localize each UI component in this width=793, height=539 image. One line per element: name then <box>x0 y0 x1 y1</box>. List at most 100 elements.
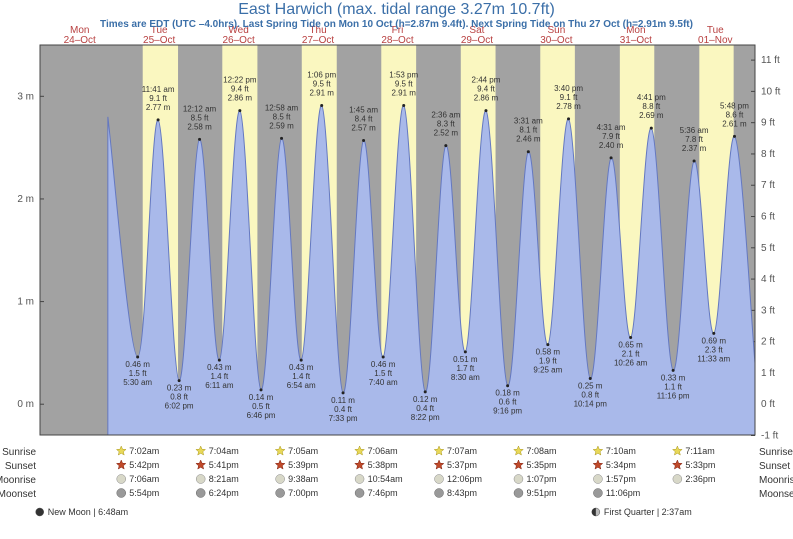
day-header-date: 28–Oct <box>381 35 413 46</box>
tide-label: 3:40 pm <box>554 84 583 93</box>
moon-phase-half <box>592 508 596 516</box>
tide-label: 2.37 m <box>682 144 707 153</box>
tide-label: 0.43 m <box>207 363 232 372</box>
tide-label: 4:41 pm <box>637 93 666 102</box>
y-left-tick: 0 m <box>17 399 34 410</box>
moonset-icon <box>435 489 444 498</box>
tide-label: 0.12 m <box>413 395 438 404</box>
tide-point <box>589 377 592 380</box>
tide-label: 9.1 ft <box>149 94 168 103</box>
moonrise-icon <box>593 475 602 484</box>
sunset-time: 5:33pm <box>685 460 715 470</box>
tide-label: 0.4 ft <box>334 405 353 414</box>
sunset-time: 5:37pm <box>447 460 477 470</box>
moonrise-time: 2:36pm <box>685 474 715 484</box>
moonrise-time: 10:54am <box>368 474 403 484</box>
day-header-date: 25–Oct <box>143 35 175 46</box>
tide-label: 7.8 ft <box>685 135 704 144</box>
tide-point <box>424 390 427 393</box>
tide-label: 6:02 pm <box>165 402 194 411</box>
tide-label: 10:26 am <box>614 359 648 368</box>
sun-row-label-right: Sunrise <box>759 447 793 458</box>
moonrise-time: 1:57pm <box>606 474 636 484</box>
tide-label: 1.5 ft <box>374 369 393 378</box>
tide-label: 2.77 m <box>146 103 171 112</box>
tide-label: 6:46 pm <box>247 411 276 420</box>
tide-label: 2:44 pm <box>472 76 501 85</box>
sunrise-time: 7:07am <box>447 446 477 456</box>
tide-point <box>546 343 549 346</box>
tide-label: 8.8 ft <box>642 102 661 111</box>
moonrise-time: 12:06pm <box>447 474 482 484</box>
tide-label: 9:16 pm <box>493 407 522 416</box>
sunset-icon <box>434 460 444 469</box>
moon-phase-label: First Quarter | 2:37am <box>604 507 692 517</box>
tide-point <box>157 118 160 121</box>
y-right-tick: 6 ft <box>761 212 775 223</box>
tide-label: 1:53 pm <box>389 71 418 80</box>
y-right-tick: 10 ft <box>761 86 781 97</box>
tide-point <box>382 356 385 359</box>
tide-label: 9.5 ft <box>395 80 414 89</box>
tide-point <box>320 104 323 107</box>
y-right-tick: 1 ft <box>761 368 775 379</box>
tide-label: 6:54 am <box>287 381 316 390</box>
tide-label: 12:22 pm <box>223 76 257 85</box>
tide-label: 12:58 am <box>265 103 299 112</box>
tide-label: 12:12 am <box>183 104 217 113</box>
tide-label: 2.91 m <box>309 89 334 98</box>
day-header-date: 27–Oct <box>302 35 334 46</box>
moonrise-time: 1:07pm <box>526 474 556 484</box>
tide-label: 9:25 am <box>533 366 562 375</box>
day-header-date: 30–Oct <box>540 35 572 46</box>
tide-label: 7:33 pm <box>329 414 358 423</box>
tide-chart-container: 0 m1 m2 m3 m-1 ft0 ft1 ft2 ft3 ft4 ft5 f… <box>0 0 793 539</box>
tide-point <box>444 144 447 147</box>
tide-label: 10:14 pm <box>574 400 608 409</box>
sun-row-label-right: Sunset <box>759 461 790 472</box>
tide-label: 0.5 ft <box>252 402 271 411</box>
sunset-time: 5:42pm <box>129 460 159 470</box>
moonset-time: 9:51pm <box>526 488 556 498</box>
sunset-icon <box>275 460 285 469</box>
tide-label: 9.5 ft <box>313 80 332 89</box>
tide-label: 2.57 m <box>351 123 376 132</box>
moonset-icon <box>514 489 523 498</box>
tide-label: 2.91 m <box>391 89 416 98</box>
sunrise-time: 7:02am <box>129 446 159 456</box>
moon-phase-label: New Moon | 6:48am <box>48 507 128 517</box>
sunrise-icon <box>593 446 603 455</box>
moonrise-icon <box>276 475 285 484</box>
moonset-time: 7:46pm <box>368 488 398 498</box>
tide-label: 0.46 m <box>371 360 396 369</box>
y-right-tick: 9 ft <box>761 118 775 129</box>
tide-point <box>238 109 241 112</box>
y-right-tick: 5 ft <box>761 243 775 254</box>
tide-label: 11:16 pm <box>657 391 690 400</box>
tide-label: 0.51 m <box>453 355 478 364</box>
tide-point <box>402 104 405 107</box>
moonset-time: 8:43pm <box>447 488 477 498</box>
tide-label: 2.1 ft <box>622 350 641 359</box>
tide-point <box>362 139 365 142</box>
tide-point <box>733 135 736 138</box>
sunrise-time: 7:08am <box>526 446 556 456</box>
sunrise-icon <box>275 446 285 455</box>
sunrise-time: 7:04am <box>209 446 239 456</box>
tide-point <box>300 359 303 362</box>
tide-label: 5:30 am <box>123 378 152 387</box>
sunset-icon <box>593 460 603 469</box>
tide-point <box>610 156 613 159</box>
tide-label: 0.65 m <box>618 341 643 350</box>
tide-label: 11:33 am <box>697 354 730 363</box>
tide-point <box>629 336 632 339</box>
tide-label: 2.3 ft <box>705 345 724 354</box>
y-left-tick: 3 m <box>17 91 34 102</box>
tide-label: 8.6 ft <box>726 110 745 119</box>
sunset-icon <box>355 460 365 469</box>
sun-row-label-right: Moonset <box>759 489 793 500</box>
tide-label: 1.7 ft <box>456 364 475 373</box>
sunrise-icon <box>196 446 206 455</box>
tide-label: 0.4 ft <box>416 404 435 413</box>
moonset-icon <box>593 489 602 498</box>
